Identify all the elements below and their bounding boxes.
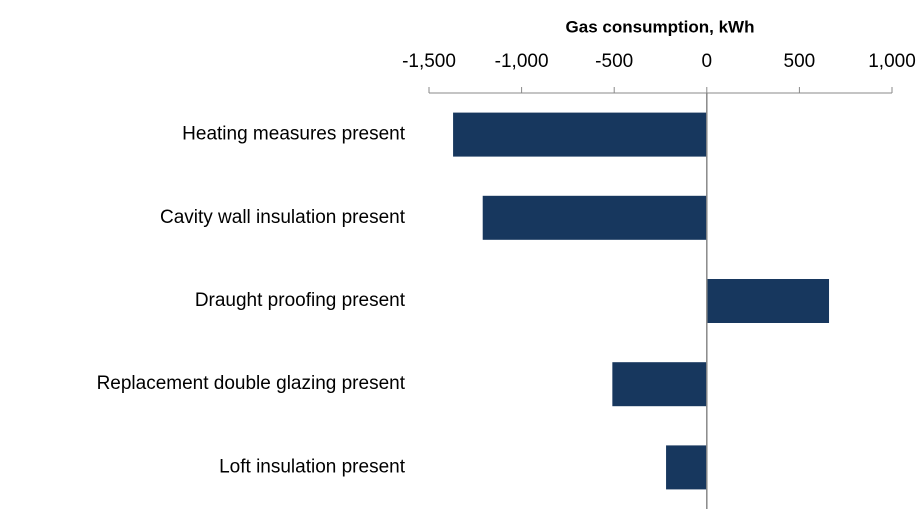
- bar: [666, 445, 707, 490]
- category-label: Heating measures present: [182, 124, 406, 145]
- category-label: Draught proofing present: [195, 290, 406, 311]
- bar: [482, 195, 707, 240]
- x-tick-label: -1,500: [402, 51, 456, 72]
- bar: [612, 362, 707, 407]
- x-tick-label: 500: [784, 51, 816, 72]
- bar: [453, 112, 707, 157]
- x-tick-label: -1,000: [495, 51, 549, 72]
- category-label: Loft insulation present: [219, 456, 406, 477]
- axis-title: Gas consumption, kWh: [566, 17, 755, 36]
- x-tick-label: 1,000: [868, 51, 916, 72]
- x-tick-label: -500: [595, 51, 633, 72]
- category-label: Replacement double glazing present: [97, 373, 406, 394]
- bar: [706, 279, 830, 323]
- category-label: Cavity wall insulation present: [160, 207, 406, 228]
- x-tick-label: 0: [702, 51, 713, 72]
